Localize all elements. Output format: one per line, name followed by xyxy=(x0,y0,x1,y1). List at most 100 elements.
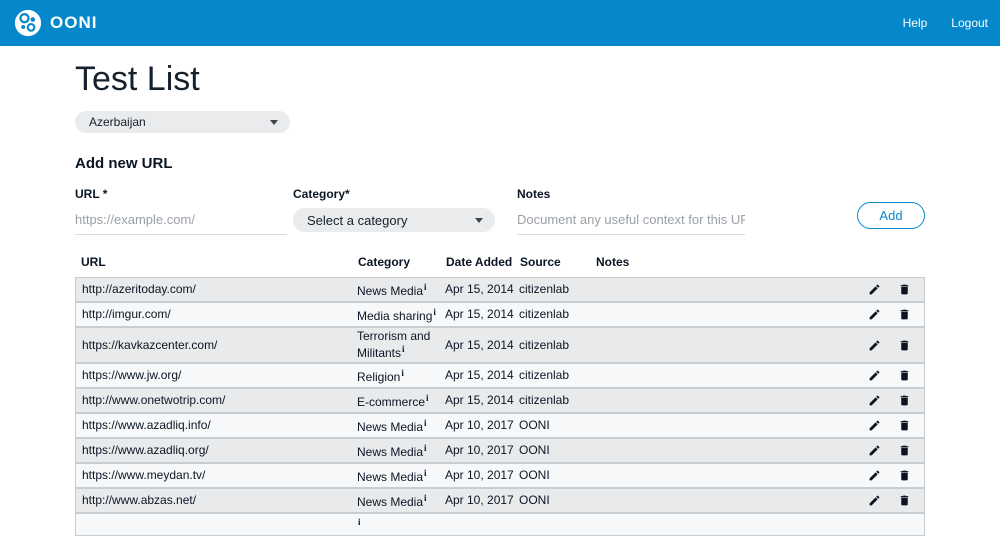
delete-button[interactable] xyxy=(898,308,911,321)
delete-button[interactable] xyxy=(898,369,911,382)
column-header-date-added: Date Added xyxy=(446,255,513,269)
table-row: https://kavkazcenter.com/ Terrorism and … xyxy=(76,328,924,364)
delete-button[interactable] xyxy=(898,394,911,407)
delete-button[interactable] xyxy=(898,419,911,432)
nav-help[interactable]: Help xyxy=(902,16,928,30)
notes-input[interactable] xyxy=(517,208,745,235)
category-info-icon[interactable]: i xyxy=(424,468,427,478)
category-info-icon[interactable]: i xyxy=(424,493,427,503)
add-url-form: URL * Category* Select a category Notes … xyxy=(75,187,925,235)
delete-button[interactable] xyxy=(898,444,911,457)
date-added-cell: Apr 10, 2017 xyxy=(445,418,514,432)
add-button[interactable]: Add xyxy=(857,202,925,229)
category-label: Category* xyxy=(293,187,350,201)
date-added-cell: Apr 10, 2017 xyxy=(445,468,514,482)
edit-button[interactable] xyxy=(868,308,881,321)
date-added-cell: Apr 15, 2014 xyxy=(445,307,514,321)
trash-icon xyxy=(898,309,911,324)
row-actions xyxy=(864,419,924,432)
pencil-icon xyxy=(868,370,881,385)
app-header: OONI Help Logout xyxy=(0,0,1000,46)
trash-icon xyxy=(898,284,911,299)
table-row-partial: i xyxy=(76,514,924,535)
source-cell: citizenlab xyxy=(519,393,570,407)
edit-button[interactable] xyxy=(868,394,881,407)
pencil-icon xyxy=(868,495,881,510)
delete-button[interactable] xyxy=(898,494,911,507)
table-row: https://www.jw.org/ Religioni Apr 15, 20… xyxy=(76,364,924,389)
pencil-icon xyxy=(868,284,881,299)
date-added-cell: Apr 15, 2014 xyxy=(445,337,514,352)
date-added-cell: Apr 10, 2017 xyxy=(445,443,514,457)
pencil-icon xyxy=(868,445,881,460)
brand-wordmark: OONI xyxy=(50,13,98,32)
trash-icon xyxy=(898,370,911,385)
trash-icon xyxy=(898,445,911,460)
category-info-icon[interactable]: i xyxy=(424,443,427,453)
date-added-cell: Apr 10, 2017 xyxy=(445,493,514,507)
category-info-icon[interactable]: i xyxy=(401,368,404,378)
delete-button[interactable] xyxy=(898,469,911,482)
url-cell: https://www.meydan.tv/ xyxy=(82,468,206,482)
category-cell: Terrorism and Militantsi xyxy=(357,329,431,360)
url-cell: https://www.azadliq.info/ xyxy=(82,418,211,432)
url-field-group: URL * xyxy=(75,187,287,235)
source-cell: OONI xyxy=(519,468,550,482)
ooni-logo-icon xyxy=(14,9,42,37)
category-info-icon[interactable]: i xyxy=(402,344,405,354)
row-actions xyxy=(864,339,924,352)
add-url-heading: Add new URL xyxy=(75,155,173,172)
edit-button[interactable] xyxy=(868,469,881,482)
source-cell: citizenlab xyxy=(519,282,570,296)
category-cell: News Mediai xyxy=(357,493,427,509)
country-select-value: Azerbaijan xyxy=(89,115,146,129)
category-select-placeholder: Select a category xyxy=(307,212,408,228)
category-select[interactable]: Select a category xyxy=(293,208,495,232)
row-actions xyxy=(864,283,924,296)
pencil-icon xyxy=(868,309,881,324)
category-cell: News Mediai xyxy=(357,418,427,434)
table-row: https://www.azadliq.org/ News Mediai Apr… xyxy=(76,439,924,464)
date-added-cell: Apr 15, 2014 xyxy=(445,368,514,382)
category-cell: News Mediai xyxy=(357,468,427,484)
url-cell: http://azeritoday.com/ xyxy=(82,282,196,296)
ooni-home-link[interactable]: OONI xyxy=(14,9,97,37)
edit-button[interactable] xyxy=(868,444,881,457)
trash-icon xyxy=(898,470,911,485)
column-header-source: Source xyxy=(520,255,561,269)
trash-icon xyxy=(898,395,911,410)
edit-button[interactable] xyxy=(868,494,881,507)
trash-icon xyxy=(898,340,911,355)
source-cell: OONI xyxy=(519,443,550,457)
table-row: http://www.abzas.net/ News Mediai Apr 10… xyxy=(76,489,924,514)
pencil-icon xyxy=(868,395,881,410)
page-title: Test List xyxy=(75,60,200,98)
header-nav: Help Logout xyxy=(903,16,988,30)
table-row: http://www.onetwotrip.com/ E-commercei A… xyxy=(76,389,924,414)
category-info-icon[interactable]: i xyxy=(424,418,427,428)
category-info-icon[interactable]: i xyxy=(426,393,429,403)
category-cell: Media sharingi xyxy=(357,307,436,323)
edit-button[interactable] xyxy=(868,283,881,296)
table-row: http://azeritoday.com/ News Mediai Apr 1… xyxy=(76,278,924,303)
category-info-icon[interactable]: i xyxy=(433,307,436,317)
country-select[interactable]: Azerbaijan xyxy=(75,111,290,133)
delete-button[interactable] xyxy=(898,339,911,352)
nav-logout[interactable]: Logout xyxy=(951,16,988,30)
edit-button[interactable] xyxy=(868,369,881,382)
url-cell: http://www.abzas.net/ xyxy=(82,493,197,507)
source-cell: citizenlab xyxy=(519,337,570,352)
trash-icon xyxy=(898,495,911,510)
table-header: URL Category Date Added Source Notes xyxy=(75,255,925,277)
url-input[interactable] xyxy=(75,208,287,235)
table-row: http://imgur.com/ Media sharingi Apr 15,… xyxy=(76,303,924,328)
edit-button[interactable] xyxy=(868,419,881,432)
source-cell: citizenlab xyxy=(519,307,570,321)
url-cell: https://www.azadliq.org/ xyxy=(82,443,209,457)
source-cell: citizenlab xyxy=(519,368,570,382)
pencil-icon xyxy=(868,470,881,485)
category-info-icon[interactable]: i xyxy=(424,282,427,292)
category-cell: E-commercei xyxy=(357,393,429,409)
delete-button[interactable] xyxy=(898,283,911,296)
edit-button[interactable] xyxy=(868,339,881,352)
